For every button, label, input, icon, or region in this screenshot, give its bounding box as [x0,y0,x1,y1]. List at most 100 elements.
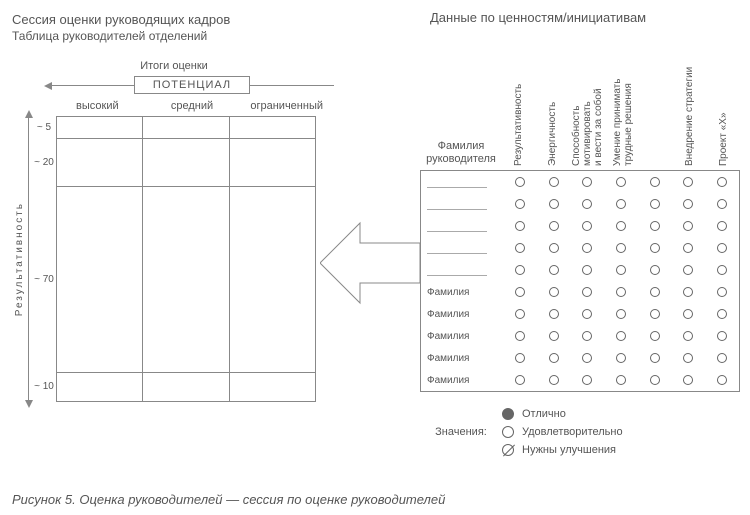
circle-empty-icon [582,353,592,363]
rating-cell [705,221,739,231]
circle-empty-icon [616,177,626,187]
rating-cell [705,243,739,253]
row-name [421,243,503,254]
rating-cell [570,353,604,363]
circle-slash-icon [502,444,514,456]
potential-box: ПОТЕНЦИАЛ [134,76,250,94]
rating-cell [705,309,739,319]
circle-empty-icon [515,287,525,297]
rating-cell [672,287,706,297]
legend-text: Удовлетворительно [522,426,623,438]
rating-cell [537,221,571,231]
right-title: Данные по ценностям/инициативам [430,10,646,25]
rating-cell [672,331,706,341]
rating-cell [638,331,672,341]
legend: Значения: Отлично Удовлетворительно Нужн… [420,408,623,456]
row-labels: ~ 5 ~ 20 ~ 70 ~ 10 [32,116,56,402]
rating-cell [638,177,672,187]
rating-cell [705,199,739,209]
circle-empty-icon [549,243,559,253]
table-row [421,215,739,237]
table-row: Фамилия [421,303,739,325]
arrow-down-icon [25,400,33,408]
circle-empty-icon [683,331,693,341]
circle-empty-icon [717,375,727,385]
circle-empty-icon [650,309,660,319]
circle-empty-icon [515,353,525,363]
matrix-row [57,187,315,373]
circle-empty-icon [515,199,525,209]
circle-empty-icon [683,265,693,275]
rating-cell [672,221,706,231]
rating-cell [705,265,739,275]
circle-empty-icon [650,287,660,297]
circle-empty-icon [717,177,727,187]
right-panel: Фамилия руководителя Результативность Эн… [420,56,740,392]
table-row [421,237,739,259]
vert-arrow-line [28,116,29,402]
circle-empty-icon [616,265,626,275]
circle-empty-icon [549,199,559,209]
circle-empty-icon [515,221,525,231]
column-headers: высокий средний ограниченный [50,100,334,112]
rating-cell [503,375,537,385]
rating-cell [503,221,537,231]
row-pct-2: ~ 20 [32,138,56,186]
row-name [421,221,503,232]
circle-empty-icon [683,287,693,297]
row-name: Фамилия [421,353,503,364]
rating-cell [537,287,571,297]
col-high: высокий [50,100,145,112]
table-row: Фамилия [421,281,739,303]
rating-cell [503,353,537,363]
rating-cell [570,177,604,187]
rating-cell [503,331,537,341]
circle-empty-icon [650,243,660,253]
crit-6: Внедрение стратегии [682,56,697,166]
rating-cell [604,265,638,275]
row-name [421,265,503,276]
figure-text: Оценка руководителей — сессия по оценке … [79,492,445,507]
circle-empty-icon [549,331,559,341]
vert-label: Результативность [14,202,25,316]
circle-empty-icon [582,287,592,297]
crit-3: Способность мотивировать и вести за собо… [569,56,606,166]
circle-empty-icon [549,221,559,231]
rating-cell [537,177,571,187]
circle-empty-icon [683,353,693,363]
crit-2: Энергичность [545,56,560,166]
circle-empty-icon [616,221,626,231]
matrix-row [57,117,315,139]
rating-cell [537,199,571,209]
rating-cell [705,177,739,187]
circle-empty-icon [683,221,693,231]
rating-cell [537,331,571,341]
circle-empty-icon [582,309,592,319]
legend-item-excellent: Отлично [502,408,623,420]
family-header: Фамилия руководителя [420,140,502,166]
circle-empty-icon [582,331,592,341]
rating-cell [638,287,672,297]
table-row: Фамилия [421,369,739,391]
circle-empty-icon [549,287,559,297]
legend-text: Нужны улучшения [522,444,616,456]
rating-cell [672,243,706,253]
circle-empty-icon [616,199,626,209]
block-arrow-icon [320,218,420,308]
circle-empty-icon [549,177,559,187]
figure-caption: Рисунок 5. Оценка руководителей — сессия… [12,492,445,507]
circle-empty-icon [650,331,660,341]
rating-cell [503,287,537,297]
rating-cell [638,265,672,275]
table-row: Фамилия [421,347,739,369]
row-pct-3: ~ 70 [32,186,56,372]
arrow-right-seg [250,85,334,86]
circle-empty-icon [549,375,559,385]
rating-cell [672,353,706,363]
rating-cell [604,375,638,385]
row-name: Фамилия [421,331,503,342]
circle-empty-icon [515,331,525,341]
legend-text: Отлично [522,408,566,420]
rating-cell [503,243,537,253]
left-subtitle: Таблица руководителей отделений [12,29,738,43]
